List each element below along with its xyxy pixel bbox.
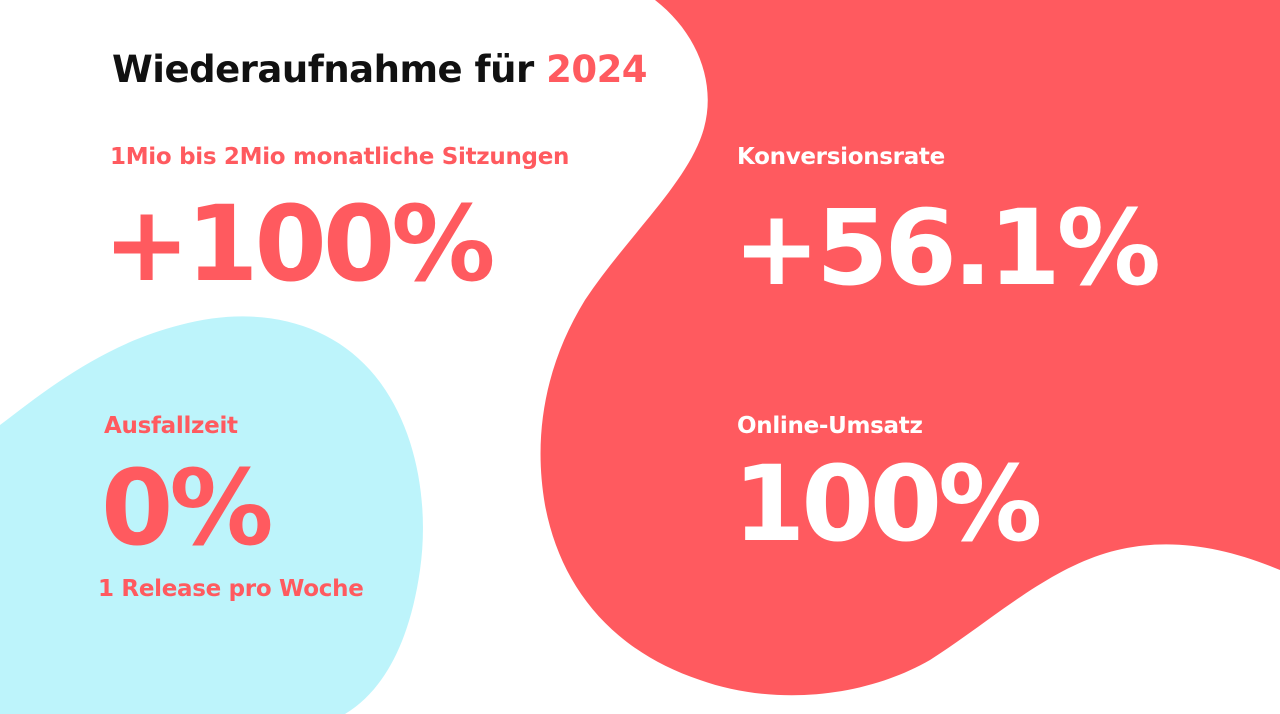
stat-revenue-value: 100% bbox=[733, 443, 1042, 565]
stat-downtime-label: Ausfallzeit bbox=[104, 413, 238, 439]
title-year: 2024 bbox=[546, 48, 648, 91]
stat-conversion-value: +56.1% bbox=[733, 187, 1161, 309]
stat-sessions-value: +100% bbox=[103, 183, 495, 305]
stat-sessions-label: 1Mio bis 2Mio monatliche Sitzungen bbox=[110, 144, 570, 170]
blue-blob bbox=[0, 316, 423, 714]
stat-downtime-note: 1 Release pro Woche bbox=[98, 576, 364, 602]
stat-downtime-value: 0% bbox=[101, 447, 274, 569]
page-title: Wiederaufnahme für 2024 bbox=[112, 48, 648, 91]
stat-revenue-label: Online-Umsatz bbox=[737, 413, 923, 439]
coral-blob bbox=[540, 0, 1280, 696]
title-prefix: Wiederaufnahme für bbox=[112, 48, 534, 91]
stat-conversion-label: Konversionsrate bbox=[737, 144, 945, 170]
